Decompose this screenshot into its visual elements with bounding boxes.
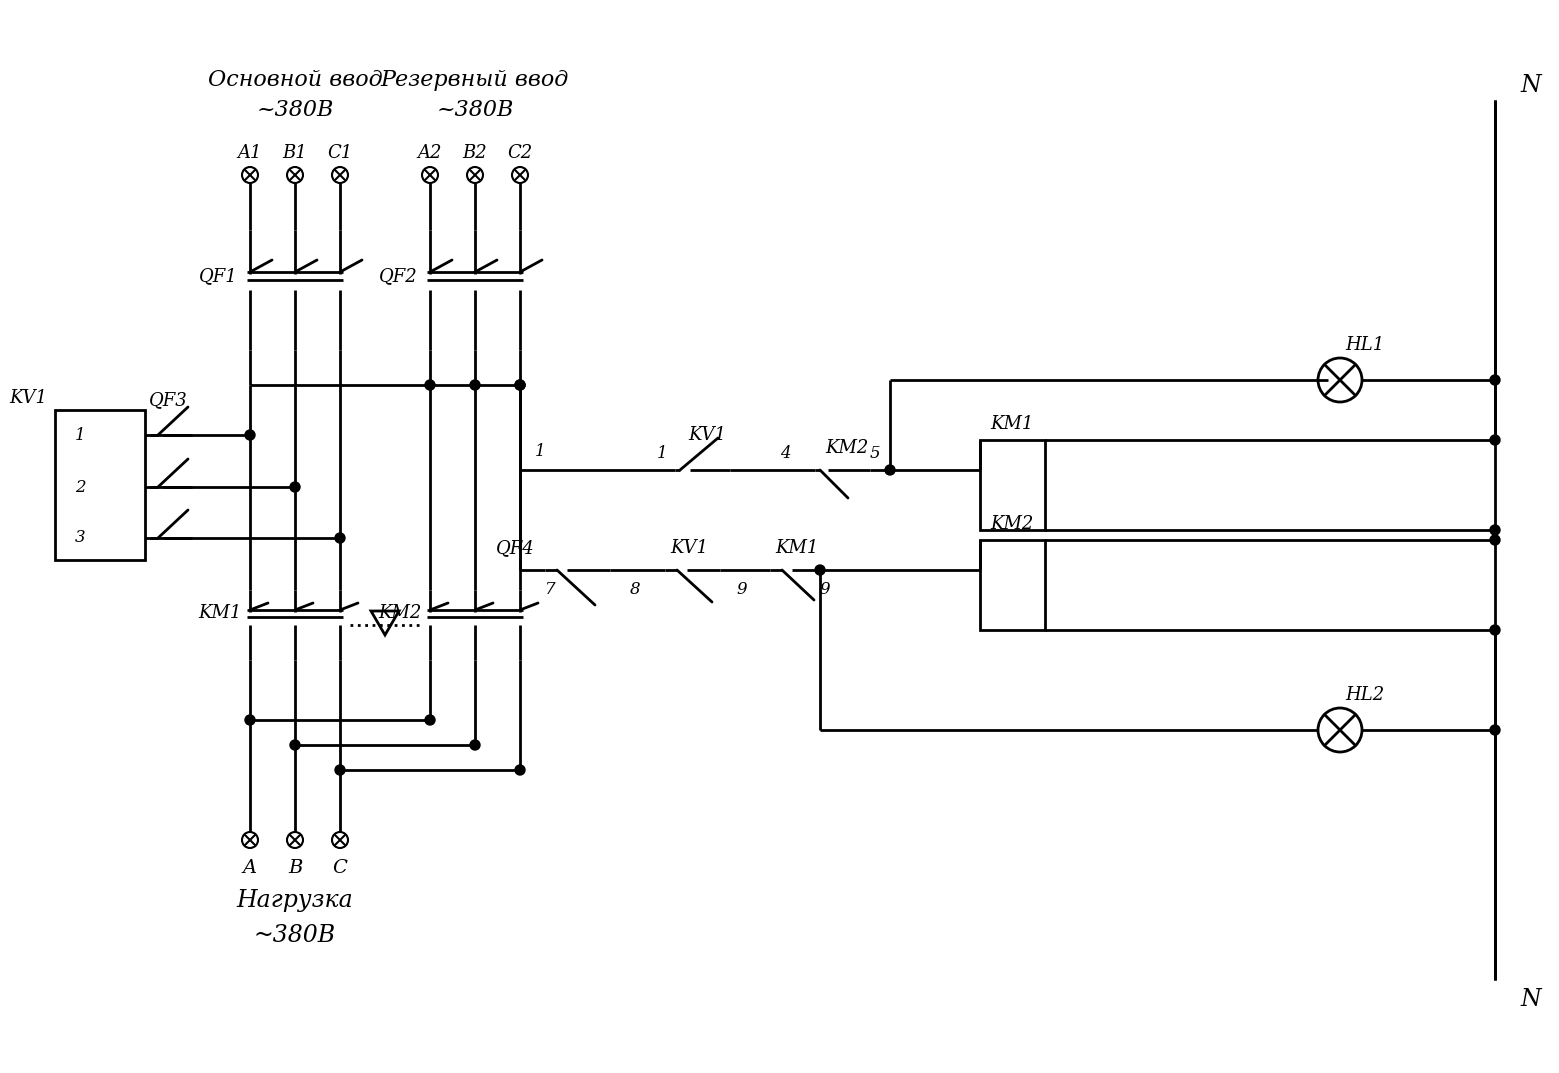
Text: KM2: KM2 — [825, 439, 868, 457]
Circle shape — [426, 380, 435, 389]
Text: Нагрузка: Нагрузка — [237, 888, 354, 911]
Text: ~380В: ~380В — [256, 99, 334, 121]
Circle shape — [815, 565, 825, 575]
Circle shape — [426, 715, 435, 725]
Text: ~380В: ~380В — [254, 924, 337, 946]
Circle shape — [1490, 435, 1500, 445]
Text: 4: 4 — [780, 445, 790, 462]
Circle shape — [335, 765, 345, 775]
Bar — [55, 410, 145, 560]
Text: KM1: KM1 — [775, 539, 818, 557]
Text: C2: C2 — [507, 144, 533, 162]
Text: B: B — [288, 859, 302, 877]
Text: 1: 1 — [535, 443, 546, 460]
Circle shape — [514, 765, 525, 775]
Text: KM2: KM2 — [379, 604, 422, 622]
Text: KM1: KM1 — [990, 415, 1034, 433]
Text: Резервный ввод: Резервный ввод — [380, 69, 569, 91]
Text: HL2: HL2 — [1345, 686, 1384, 704]
Text: 7: 7 — [544, 582, 555, 599]
Circle shape — [245, 430, 256, 440]
Text: A1: A1 — [239, 144, 262, 162]
Text: KM2: KM2 — [990, 515, 1034, 533]
Text: KV1: KV1 — [670, 539, 708, 557]
Circle shape — [469, 380, 480, 389]
Text: 1: 1 — [656, 445, 667, 462]
Text: 8: 8 — [630, 582, 641, 599]
Text: KM1: KM1 — [198, 604, 242, 622]
Circle shape — [335, 533, 345, 543]
Circle shape — [1490, 374, 1500, 385]
Circle shape — [1490, 725, 1500, 735]
Circle shape — [245, 715, 256, 725]
Circle shape — [1490, 525, 1500, 535]
Text: C1: C1 — [327, 144, 352, 162]
Text: QF1: QF1 — [200, 267, 239, 285]
Circle shape — [1490, 624, 1500, 635]
Circle shape — [886, 465, 895, 475]
Text: QF3: QF3 — [148, 391, 187, 409]
Text: HL1: HL1 — [1345, 336, 1384, 354]
Text: A2: A2 — [418, 144, 443, 162]
Circle shape — [1490, 535, 1500, 545]
Text: QF2: QF2 — [379, 267, 418, 285]
Text: KV1: KV1 — [688, 426, 726, 444]
Bar — [981, 540, 1045, 630]
Text: 9: 9 — [820, 582, 831, 599]
Text: B1: B1 — [282, 144, 307, 162]
Text: QF4: QF4 — [496, 539, 535, 557]
Circle shape — [514, 380, 525, 389]
Text: 2: 2 — [75, 479, 86, 496]
Text: KV1: KV1 — [9, 389, 47, 407]
Text: Основной ввод: Основной ввод — [207, 69, 382, 91]
Circle shape — [290, 740, 299, 750]
Text: A: A — [243, 859, 257, 877]
Circle shape — [290, 482, 299, 493]
Text: B2: B2 — [463, 144, 488, 162]
Text: 1: 1 — [75, 426, 86, 443]
Text: 3: 3 — [75, 529, 86, 546]
Text: 9: 9 — [737, 582, 747, 599]
Text: C: C — [332, 859, 348, 877]
Text: ~380В: ~380В — [437, 99, 513, 121]
Circle shape — [469, 740, 480, 750]
Bar — [981, 440, 1045, 530]
Text: N: N — [1520, 988, 1540, 1012]
Text: N: N — [1520, 73, 1540, 97]
Text: 5: 5 — [870, 445, 881, 462]
Circle shape — [514, 380, 525, 389]
